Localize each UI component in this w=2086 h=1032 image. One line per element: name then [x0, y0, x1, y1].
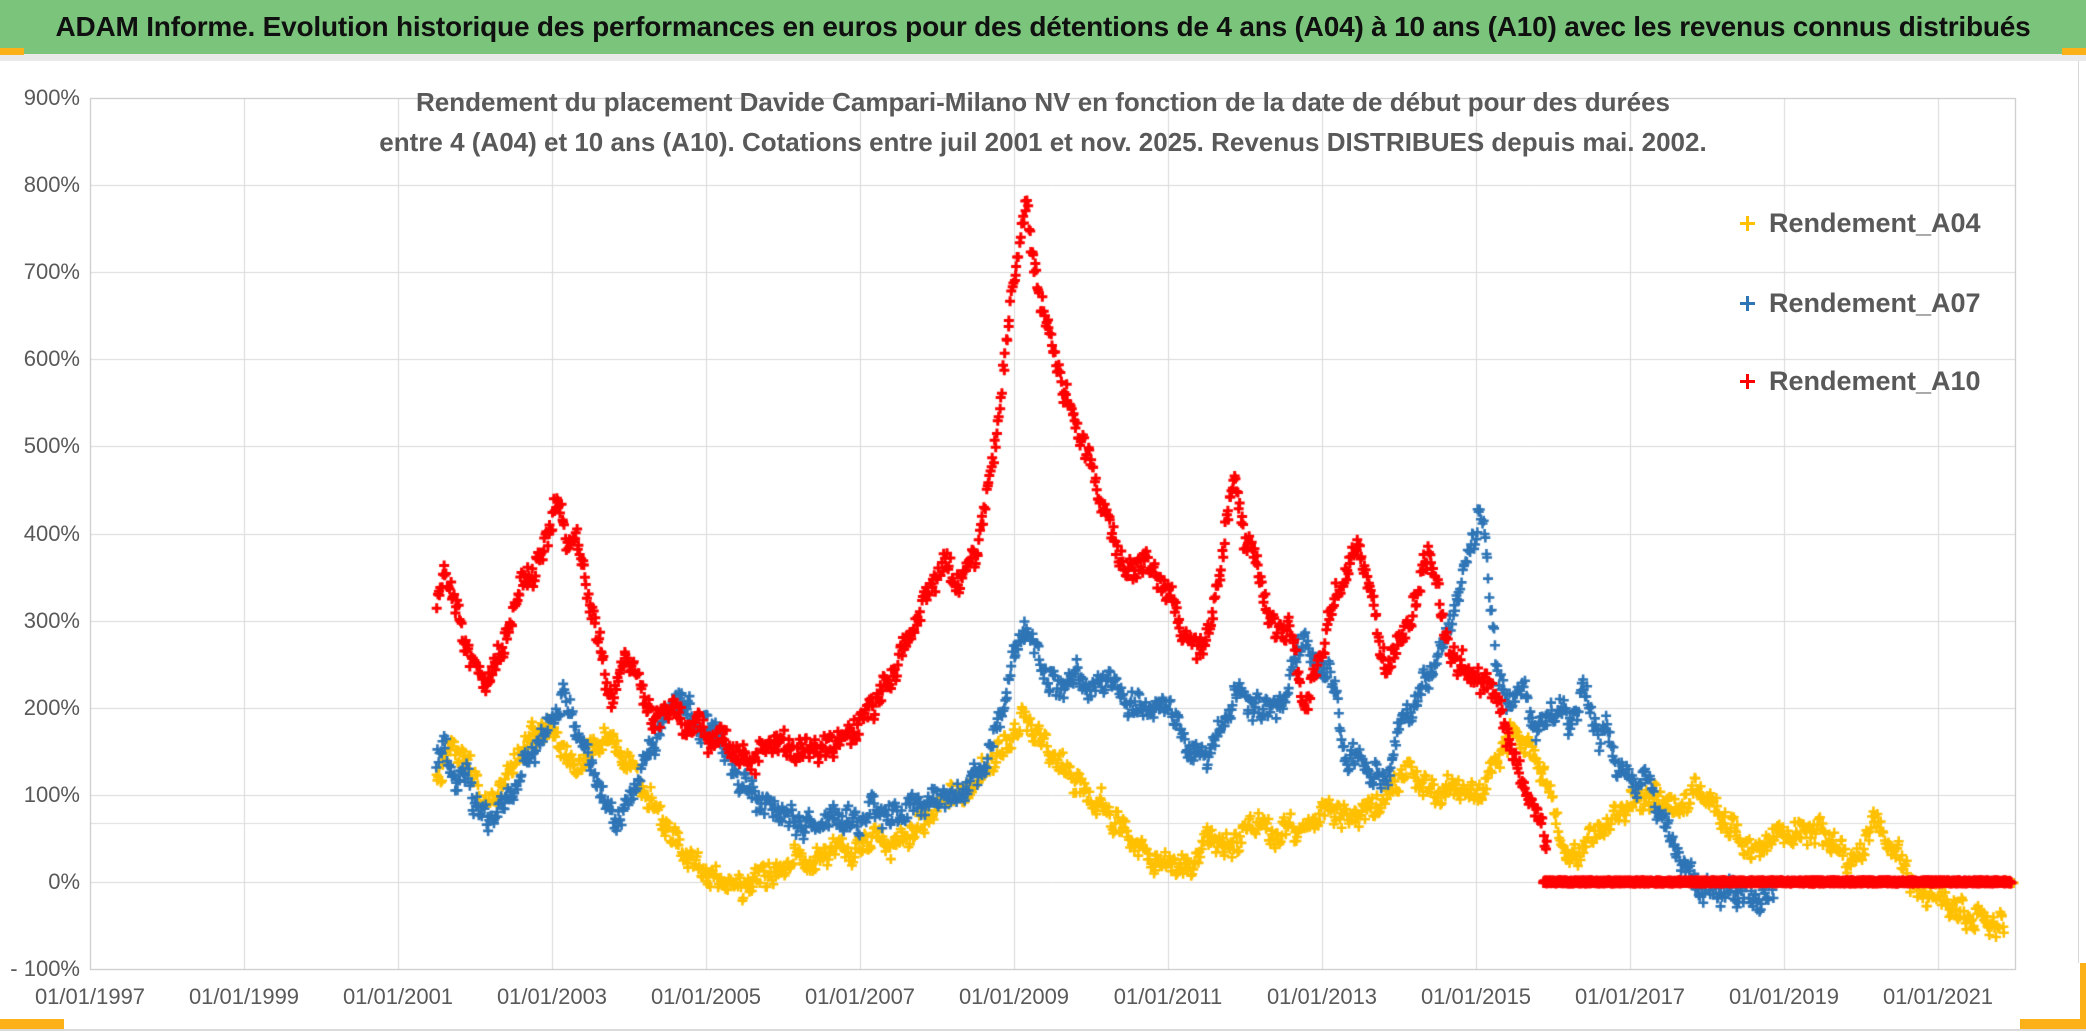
chart-title-line-2: entre 4 (A04) et 10 ans (A10). Cotations… [379, 127, 1707, 157]
y-tick-label: 0% [48, 868, 80, 894]
x-tick-label: 01/01/2009 [958, 984, 1070, 1009]
x-tick-label: 01/01/2013 [1266, 984, 1378, 1009]
y-tick-label: - 100% [10, 956, 80, 981]
x-tick-label: 01/01/2003 [496, 984, 608, 1009]
x-tick-label: 01/01/2011 [1113, 984, 1223, 1009]
x-tick-label: 01/01/2007 [804, 984, 916, 1009]
legend-label: Rendement_A10 [1769, 365, 1981, 396]
legend-label: Rendement_A04 [1769, 207, 1981, 238]
y-tick-label: 900% [23, 85, 80, 110]
plus-marker-icon [1740, 373, 1755, 389]
x-tick-label: 01/01/2019 [1728, 984, 1840, 1009]
y-tick-label: 100% [23, 781, 80, 807]
plus-marker-icon [1740, 295, 1755, 311]
x-tick-label: 01/01/2015 [1420, 984, 1532, 1009]
x-tick-label: 01/01/2021 [1882, 984, 1994, 1009]
x-tick-label: 01/01/2005 [650, 984, 762, 1009]
y-tick-label: 800% [23, 172, 80, 198]
legend-item-rendement_a10: Rendement_A10 [1740, 363, 1981, 399]
plus-marker-icon [1740, 215, 1755, 231]
legend-item-rendement_a07: Rendement_A07 [1740, 285, 1981, 321]
x-tick-label: 01/01/1997 [34, 984, 146, 1009]
x-tick-label: 01/01/2001 [342, 984, 454, 1009]
y-tick-label: 600% [23, 346, 80, 372]
y-tick-label: 200% [23, 694, 80, 720]
y-tick-label: 700% [23, 259, 80, 285]
legend-item-rendement_a04: Rendement_A04 [1740, 205, 1981, 241]
chart-title-line-1: Rendement du placement Davide Campari-Mi… [416, 87, 1670, 117]
x-tick-label: 01/01/2017 [1574, 984, 1686, 1009]
y-tick-label: 300% [23, 607, 80, 633]
legend-label: Rendement_A07 [1769, 287, 1981, 318]
y-tick-label: 400% [23, 520, 80, 546]
y-tick-label: 500% [23, 433, 80, 459]
x-tick-label: 01/01/1999 [188, 984, 300, 1009]
